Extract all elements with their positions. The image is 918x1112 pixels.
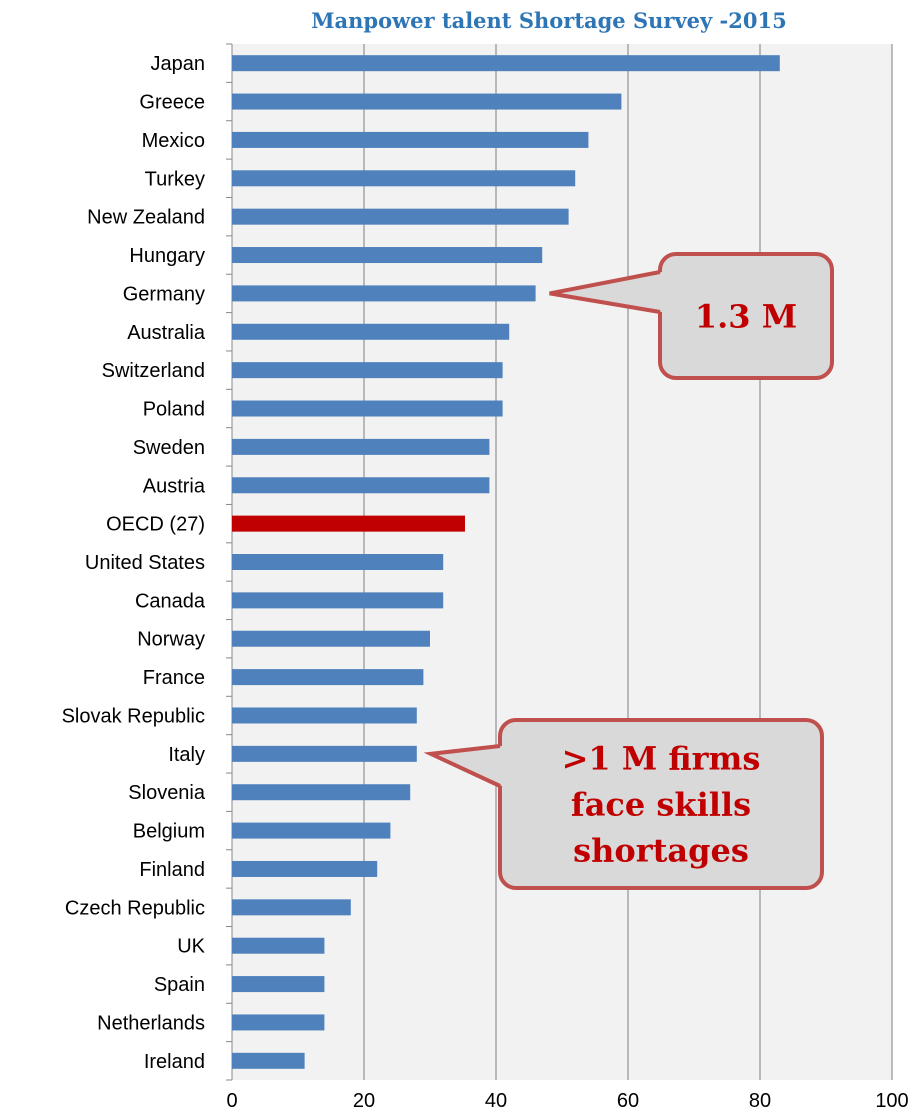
bar — [232, 131, 589, 148]
callout-text: shortages — [573, 832, 749, 870]
category-label: Czech Republic — [65, 897, 205, 919]
category-label: Mexico — [142, 130, 205, 152]
category-label: New Zealand — [87, 207, 205, 229]
callout-box — [498, 718, 824, 890]
bar — [232, 554, 444, 570]
bar — [232, 362, 503, 379]
category-label: Japan — [151, 53, 206, 75]
callout: >1 M firms face skills shortages — [423, 718, 824, 890]
category-label: Italy — [168, 744, 205, 766]
x-tick-label: 0 — [226, 1090, 237, 1112]
callout-pointer — [549, 270, 661, 314]
category-label: Slovak Republic — [62, 705, 205, 727]
category-label: Ireland — [144, 1051, 205, 1073]
category-label: Greece — [139, 92, 205, 114]
category-labels: Japan Greece Mexico Turkey New Zealand Hungar… — [62, 53, 206, 1073]
category-label: Hungary — [129, 245, 205, 267]
bar — [232, 170, 576, 187]
x-tick-label: 100 — [875, 1090, 908, 1112]
bars — [232, 55, 780, 1069]
bar — [232, 784, 411, 801]
bar — [232, 400, 503, 417]
chart-title: Manpower talent Shortage Survey -2015 — [311, 8, 786, 33]
bar — [232, 247, 543, 264]
category-label: Finland — [139, 859, 205, 881]
category-label: Poland — [143, 399, 205, 421]
x-axis-ticks: 0 20 40 60 80 100 — [226, 1090, 908, 1112]
category-label: United States — [85, 552, 205, 574]
category-label: Sweden — [133, 437, 205, 459]
category-label: Spain — [154, 974, 205, 996]
callout-text: 1.3 M — [695, 298, 797, 336]
bar — [232, 937, 325, 954]
category-label: Norway — [137, 629, 205, 651]
callouts: 1.3 M >1 M firms face skills shortages — [423, 252, 834, 890]
x-tick-label: 20 — [353, 1090, 375, 1112]
bar — [232, 477, 490, 494]
bar — [232, 707, 417, 724]
x-tick-label: 80 — [749, 1090, 771, 1112]
bar — [232, 323, 510, 340]
bar — [232, 976, 325, 993]
category-label: Germany — [123, 283, 205, 305]
bar — [232, 438, 490, 455]
x-tick-label: 60 — [617, 1090, 639, 1112]
category-label: Slovenia — [128, 782, 206, 804]
category-label: Turkey — [145, 168, 205, 190]
bar — [232, 822, 391, 839]
bar — [232, 745, 417, 762]
bar — [232, 93, 622, 110]
category-label: France — [143, 667, 205, 689]
category-label: OECD (27) — [106, 514, 205, 536]
bar — [232, 630, 430, 647]
bar — [232, 285, 536, 302]
bar — [232, 1052, 305, 1069]
bar-highlight — [232, 515, 465, 532]
category-label: Netherlands — [97, 1012, 205, 1034]
category-label: Canada — [135, 590, 206, 612]
callout-pointer — [423, 744, 501, 788]
category-label: Belgium — [133, 821, 205, 843]
bar — [232, 860, 378, 877]
bar — [232, 55, 780, 72]
callout-pointer-fill — [430, 746, 502, 786]
bar — [232, 208, 569, 225]
bar — [232, 669, 424, 686]
bar — [232, 1014, 325, 1031]
callout-text: face skills — [571, 786, 751, 824]
category-label: UK — [177, 936, 205, 958]
callout-text: >1 M firms — [562, 740, 761, 778]
category-label: Australia — [127, 322, 206, 344]
bar — [232, 899, 351, 916]
x-tick-label: 40 — [485, 1090, 507, 1112]
bar — [232, 592, 444, 609]
callout-pointer-fill — [549, 272, 662, 312]
category-label: Austria — [143, 475, 206, 497]
callout: 1.3 M — [549, 252, 834, 380]
category-label: Switzerland — [102, 360, 205, 382]
callout-box — [658, 252, 834, 380]
